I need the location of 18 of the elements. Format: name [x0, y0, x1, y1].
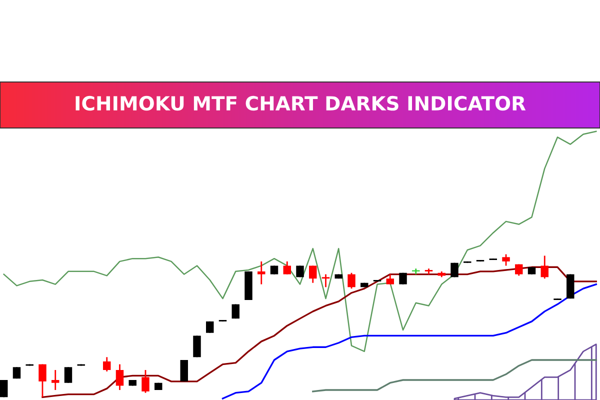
candlestick	[64, 366, 72, 384]
candlestick	[180, 359, 188, 382]
candlestick	[309, 265, 317, 284]
candlestick	[0, 379, 8, 398]
candlestick	[322, 274, 330, 288]
candlestick	[283, 260, 291, 275]
candlestick	[348, 272, 356, 290]
candlestick	[386, 274, 394, 285]
candlestick	[142, 369, 150, 394]
candlestick	[52, 369, 60, 391]
chart-title: ICHIMOKU MTF CHART DARKS INDICATOR	[76, 96, 526, 111]
candlestick	[502, 254, 510, 266]
candlestick	[38, 364, 46, 398]
candlestick	[258, 260, 266, 285]
candlestick	[540, 255, 548, 280]
candlestick	[103, 356, 111, 372]
candlestick	[193, 335, 201, 358]
candlestick	[116, 364, 124, 391]
